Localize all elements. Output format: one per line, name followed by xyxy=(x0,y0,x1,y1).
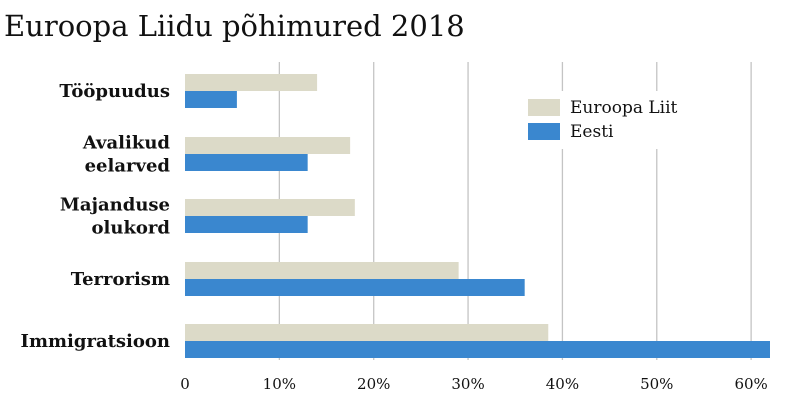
bar-euroopa-liit xyxy=(185,262,459,279)
legend-swatch xyxy=(528,99,560,116)
legend-label: Euroopa Liit xyxy=(570,98,678,118)
x-tick-label: 60% xyxy=(734,375,767,393)
x-tick-label: 30% xyxy=(451,375,484,393)
category-label: olukord xyxy=(92,218,171,239)
x-axis-ticks: 0 10% 20% 30% 40% 50% 60% xyxy=(180,375,768,393)
category-label: Majanduse xyxy=(60,195,170,216)
bars xyxy=(185,74,770,358)
category-label: eelarved xyxy=(85,156,171,177)
category-label: Avalikud xyxy=(82,133,171,154)
chart-title: Euroopa Liidu põhimured 2018 xyxy=(4,9,465,43)
x-tick-label: 10% xyxy=(263,375,296,393)
bar-eesti xyxy=(185,91,237,108)
bar-euroopa-liit xyxy=(185,324,549,341)
bar-euroopa-liit xyxy=(185,137,351,154)
legend: Euroopa Liit Eesti xyxy=(520,91,725,149)
category-label: Immigratsioon xyxy=(21,331,170,352)
bar-eesti xyxy=(185,216,308,233)
legend-swatch xyxy=(528,123,560,140)
bar-eesti xyxy=(185,341,770,358)
x-tick-label: 0 xyxy=(180,375,190,393)
x-tick-label: 50% xyxy=(640,375,673,393)
legend-label: Eesti xyxy=(570,122,614,142)
bar-eesti xyxy=(185,154,308,171)
category-label: Terrorism xyxy=(71,269,170,290)
bar-eesti xyxy=(185,279,525,296)
bar-euroopa-liit xyxy=(185,199,355,216)
x-tick-label: 40% xyxy=(546,375,579,393)
x-tick-label: 20% xyxy=(357,375,390,393)
bar-euroopa-liit xyxy=(185,74,318,91)
category-label: Tööpuudus xyxy=(59,81,170,102)
